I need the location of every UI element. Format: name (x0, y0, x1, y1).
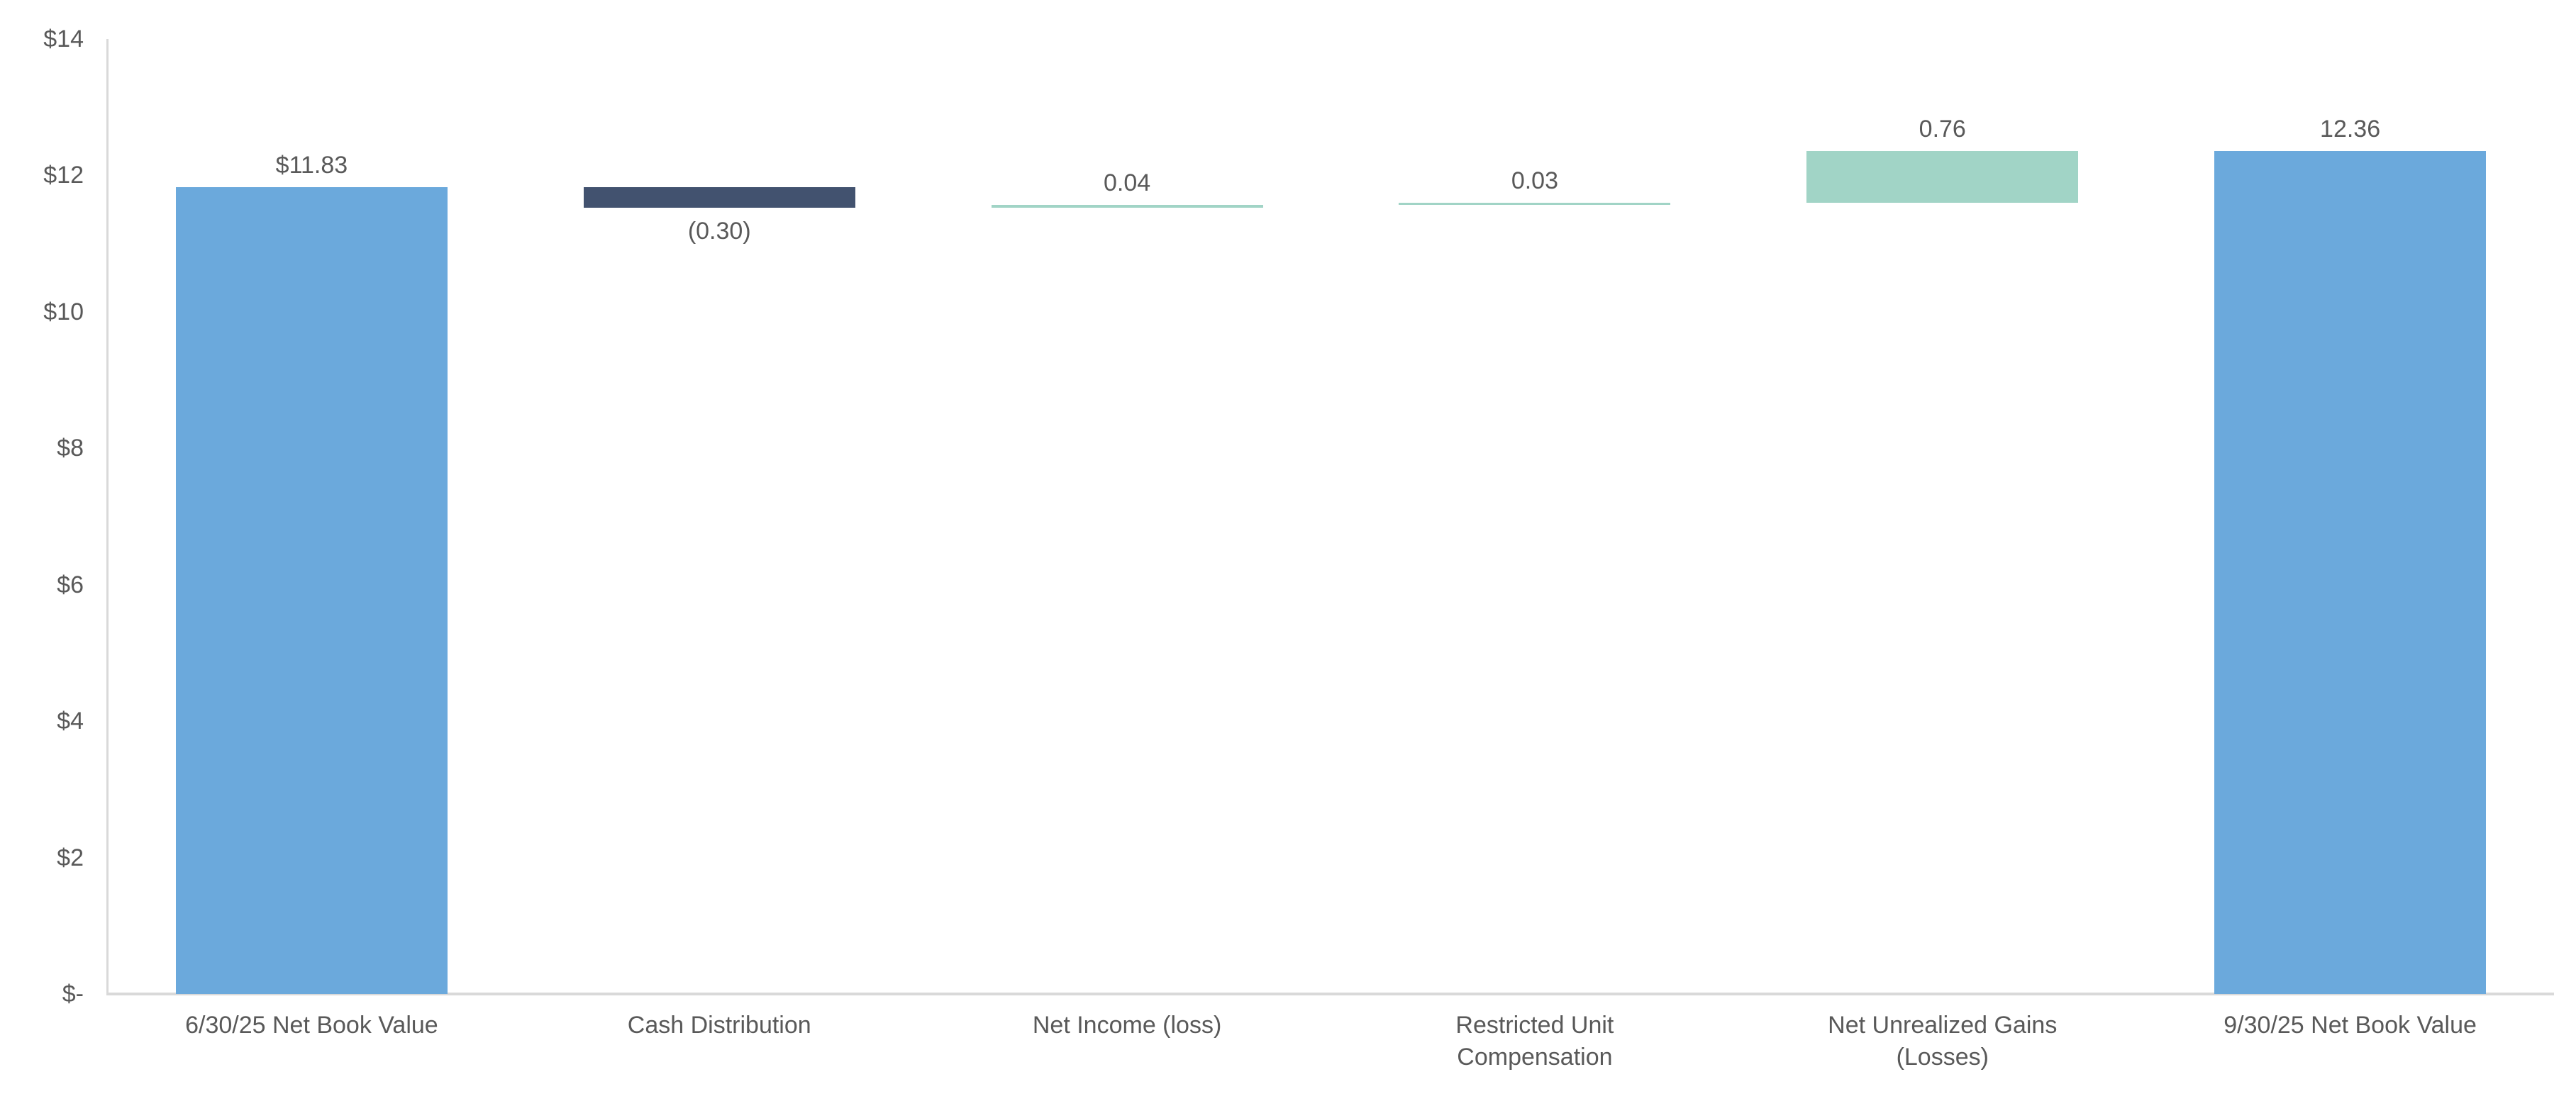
y-axis-tick-label: $- (62, 981, 84, 1007)
waterfall-bar-2 (583, 186, 855, 208)
waterfall-bar-5 (1806, 150, 2079, 203)
x-axis-category-label: Restricted Unit Compensation (1455, 1012, 1614, 1071)
y-axis-line (106, 39, 109, 995)
bar-value-label: 0.04 (1103, 169, 1151, 196)
waterfall-bar-3 (991, 204, 1263, 208)
y-axis-tick-label: $8 (57, 435, 84, 462)
waterfall-bar-1 (175, 186, 448, 994)
y-axis-tick-label: $10 (43, 298, 84, 325)
y-axis-tick-label: $6 (57, 571, 84, 598)
x-axis-category-label: Net Income (loss) (1032, 1012, 1222, 1039)
bar-value-label: $11.83 (275, 151, 348, 179)
waterfall-bar-4 (1399, 202, 1671, 205)
bar-value-label: 0.03 (1511, 167, 1558, 194)
bar-value-label: (0.30) (687, 217, 751, 245)
x-axis-category-label: 6/30/25 Net Book Value (185, 1012, 438, 1039)
x-axis-category-label: Net Unrealized Gains (Losses) (1828, 1012, 2058, 1071)
y-axis-tick-label: $12 (43, 162, 84, 189)
waterfall-bar-6 (2214, 150, 2487, 994)
bar-value-label: 12.36 (2320, 115, 2381, 143)
y-axis-tick-label: $14 (43, 26, 84, 52)
y-axis-tick-label: $2 (57, 844, 84, 871)
y-axis-tick-label: $4 (57, 708, 84, 735)
x-axis-category-label: Cash Distribution (627, 1012, 811, 1039)
x-axis-category-label: 9/30/25 Net Book Value (2224, 1012, 2477, 1039)
bar-value-label: 0.76 (1919, 115, 1966, 143)
x-axis-line (106, 993, 2554, 995)
